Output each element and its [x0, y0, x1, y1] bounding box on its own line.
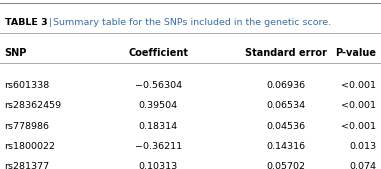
Text: <0.001: <0.001 [341, 101, 376, 110]
Text: 0.013: 0.013 [349, 142, 376, 151]
Text: 0.10313: 0.10313 [138, 162, 178, 169]
Text: 0.05702: 0.05702 [266, 162, 305, 169]
Text: −0.36211: −0.36211 [134, 142, 182, 151]
Text: Summary table for the SNPs included in the genetic score.: Summary table for the SNPs included in t… [53, 18, 331, 27]
Text: TABLE 3: TABLE 3 [5, 18, 47, 27]
Text: rs28362459: rs28362459 [5, 101, 62, 110]
Text: 0.39504: 0.39504 [139, 101, 178, 110]
Text: rs778986: rs778986 [5, 122, 50, 131]
Text: 0.04536: 0.04536 [266, 122, 305, 131]
Text: <0.001: <0.001 [341, 81, 376, 90]
Text: |: | [46, 18, 55, 27]
Text: 0.06534: 0.06534 [266, 101, 305, 110]
Text: SNP: SNP [5, 48, 27, 58]
Text: rs281377: rs281377 [5, 162, 50, 169]
Text: 0.06936: 0.06936 [266, 81, 305, 90]
Text: Coefficient: Coefficient [128, 48, 188, 58]
Text: 0.18314: 0.18314 [139, 122, 178, 131]
Text: 0.14316: 0.14316 [266, 142, 305, 151]
Text: rs601338: rs601338 [5, 81, 50, 90]
Text: −0.56304: −0.56304 [134, 81, 182, 90]
Text: 0.074: 0.074 [349, 162, 376, 169]
Text: <0.001: <0.001 [341, 122, 376, 131]
Text: P-value: P-value [335, 48, 376, 58]
Text: rs1800022: rs1800022 [5, 142, 56, 151]
Text: Standard error: Standard error [245, 48, 327, 58]
